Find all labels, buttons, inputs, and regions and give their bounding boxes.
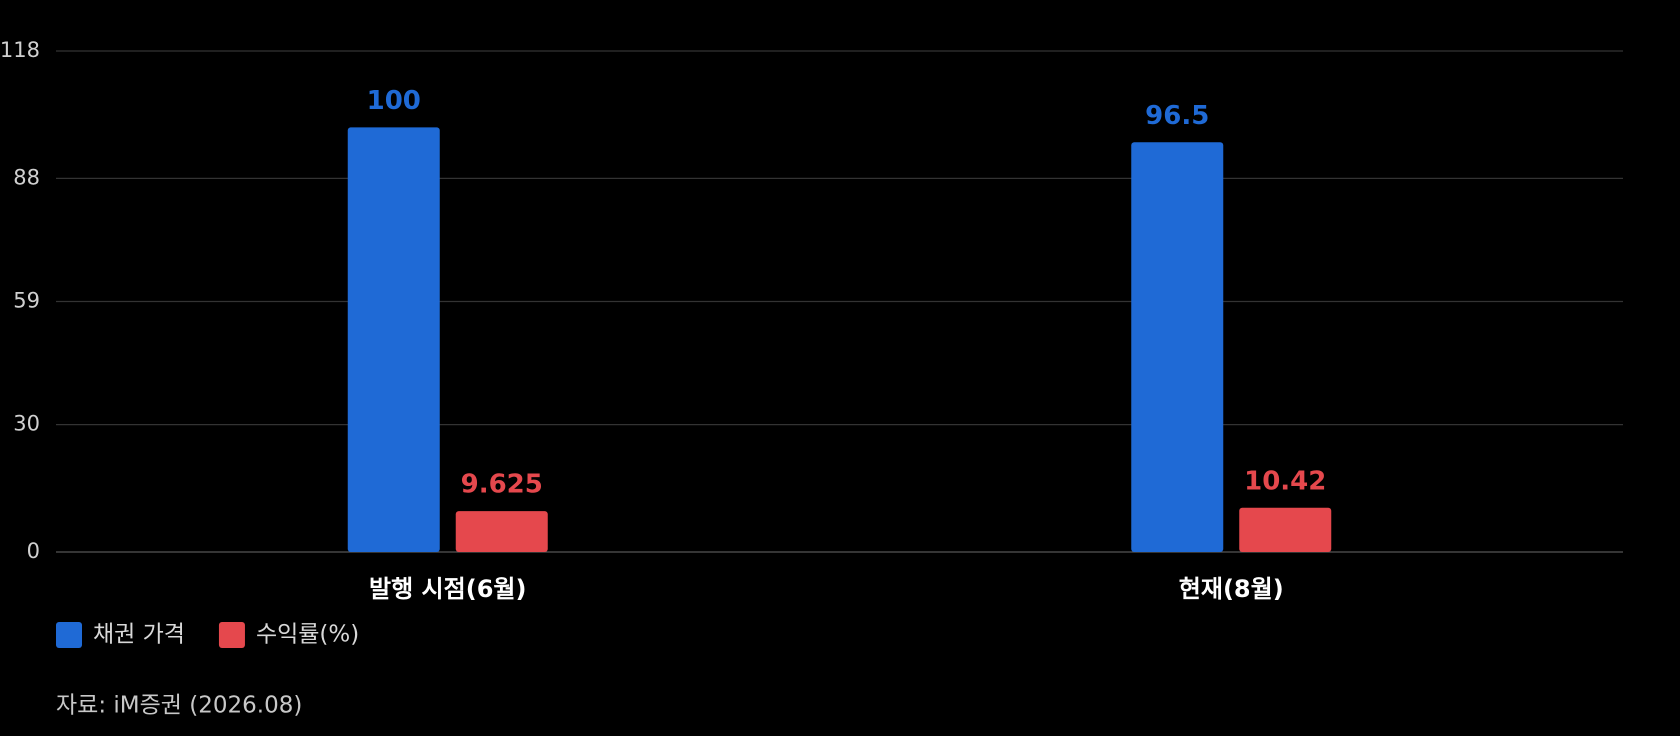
bar [347,127,440,552]
value-label: 96.5 [1145,101,1209,131]
legend-swatch [56,622,82,648]
y-tick-label: 30 [13,412,40,436]
bar [1239,507,1332,552]
value-label: 9.625 [461,470,543,500]
x-tick-label: 현재(8월) [1179,575,1284,603]
legend-label: 수익률(%) [256,622,359,648]
bar [1131,142,1224,552]
legend-label: 채권 가격 [93,622,185,648]
value-label: 10.42 [1244,466,1326,496]
legend-swatch [218,622,245,648]
value-label: 100 [367,86,421,116]
y-tick-label: 118 [0,38,40,62]
y-tick-label: 59 [13,289,40,313]
x-tick-label: 발행 시점(6월) [369,575,526,603]
source-note: 자료: iM증권 (2026.08) [56,693,302,719]
y-tick-label: 88 [13,165,40,189]
bar [455,511,548,552]
y-tick-label: 0 [27,539,40,563]
